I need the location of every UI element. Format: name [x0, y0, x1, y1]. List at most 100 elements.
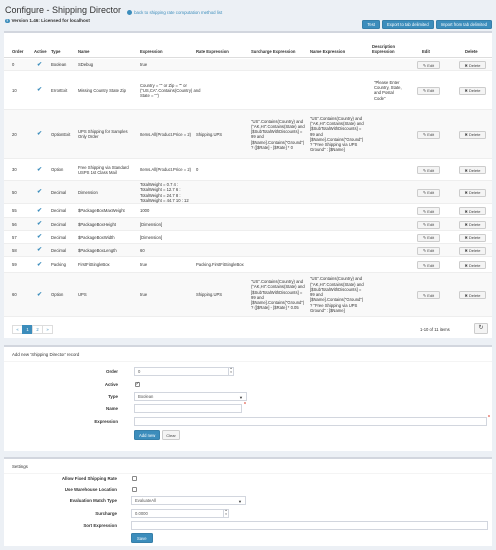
- check-icon: ✔: [37, 234, 43, 240]
- save-button[interactable]: Save: [131, 533, 153, 543]
- clear-button[interactable]: Clear: [162, 430, 180, 440]
- delete-button[interactable]: ✖ Delete: [459, 130, 486, 139]
- allow-fixed-checkbox[interactable]: [132, 476, 137, 481]
- type-cell: Decimal: [51, 247, 67, 253]
- page-header: Configure - Shipping Director back to sh…: [0, 0, 496, 16]
- order-cell: 20: [12, 131, 17, 137]
- records-grid: Order Active Type Name Expression Rate Expres…: [4, 31, 492, 338]
- pencil-icon: ✎: [422, 262, 427, 268]
- add-new-button[interactable]: Add new: [134, 430, 161, 440]
- check-icon: ✔: [37, 291, 43, 298]
- column-header: Active: [34, 48, 47, 54]
- edit-label: Edit: [427, 132, 435, 137]
- column-header: Type: [51, 48, 61, 54]
- table-row: 57 ✔ Decimal $PackageBoxWidth [Dimension] ✎ Ed…: [4, 231, 492, 244]
- expression-cell: [Dimension]: [140, 234, 163, 240]
- edit-button[interactable]: ✎ Edit: [417, 207, 440, 215]
- order-cell: 10: [12, 87, 17, 93]
- edit-button[interactable]: ✎ Edit: [417, 261, 440, 269]
- order-cell: 59: [12, 262, 17, 268]
- name-cell: UPS: [78, 292, 87, 298]
- pager-next[interactable]: »: [42, 325, 53, 334]
- pager-info: 1-10 of 11 items: [420, 327, 450, 332]
- edit-button[interactable]: ✎ Edit: [417, 188, 440, 197]
- rate-expression-cell: 0: [196, 167, 199, 173]
- name-cell: Free Shipping via Standard USPS 1st Class…: [78, 164, 129, 175]
- info-icon: ?: [5, 18, 10, 24]
- check-icon: ✔: [37, 247, 43, 253]
- column-header: Surcharge Expression: [251, 48, 296, 54]
- allow-fixed-label: Allow Fixed Shipping Rate: [61, 476, 117, 481]
- expression-input[interactable]: [134, 417, 487, 426]
- edit-label: Edit: [427, 248, 435, 253]
- expression-cell: true: [140, 262, 148, 268]
- type-cell: Option: [51, 167, 64, 173]
- refresh-icon[interactable]: ↻: [474, 323, 488, 334]
- surcharge-input[interactable]: 0.0000 ▲ ▼: [131, 509, 229, 518]
- edit-label: Edit: [427, 262, 435, 268]
- delete-button[interactable]: ✖ Delete: [459, 291, 486, 299]
- column-header: Delete: [465, 48, 478, 54]
- delete-button[interactable]: ✖ Delete: [459, 261, 486, 269]
- edit-button[interactable]: ✎ Edit: [417, 130, 440, 139]
- edit-button[interactable]: ✎ Edit: [417, 246, 440, 255]
- delete-button[interactable]: ✖ Delete: [459, 188, 486, 197]
- edit-button[interactable]: ✎ Edit: [417, 61, 440, 69]
- settings-title: Settings: [12, 464, 28, 469]
- delete-button[interactable]: ✖ Delete: [459, 246, 486, 255]
- type-cell: Decimal: [51, 189, 67, 195]
- surcharge-stepper[interactable]: ▲ ▼: [223, 509, 228, 517]
- use-warehouse-checkbox[interactable]: [132, 487, 137, 492]
- edit-label: Edit: [427, 235, 435, 240]
- back-link[interactable]: back to shipping rate computation method…: [127, 10, 222, 16]
- expression-label: Expression: [94, 419, 118, 424]
- table-row: 59 ✔ Packing FirstFitSingleBox true Packing.F…: [4, 257, 492, 273]
- table-row: 58 ✔ Decimal $PackageBoxLength 60 ✎ Edit ✖ Delet…: [4, 244, 492, 257]
- version-label: Version 1.46: Licensed for localhost: [11, 18, 90, 24]
- delete-button[interactable]: ✖ Delete: [459, 207, 486, 215]
- name-cell: FirstFitSingleBox: [78, 262, 110, 268]
- test-button[interactable]: Test: [362, 20, 381, 29]
- pencil-icon: ✎: [422, 222, 427, 227]
- expression-cell: 1000: [140, 208, 150, 214]
- delete-button[interactable]: ✖ Delete: [459, 61, 486, 69]
- delete-button[interactable]: ✖ Delete: [459, 166, 486, 174]
- table-row: 55 ✔ Decimal $PackageBoxMaxWeight 1000 ✎ Edit ✖…: [4, 204, 492, 218]
- type-select[interactable]: Boolean ▼: [134, 392, 247, 401]
- active-checkbox[interactable]: [135, 381, 140, 387]
- edit-label: Edit: [427, 167, 435, 173]
- name-input[interactable]: [134, 404, 242, 413]
- edit-button[interactable]: ✎ Edit: [417, 291, 440, 299]
- expression-cell: 60: [140, 247, 145, 253]
- edit-button[interactable]: ✎ Edit: [417, 166, 440, 174]
- import-button[interactable]: Import from tab delimited: [435, 20, 492, 29]
- edit-button[interactable]: ✎ Edit: [417, 233, 440, 242]
- delete-button[interactable]: ✖ Delete: [459, 220, 486, 229]
- settings-panel: Settings Allow Fixed Shipping Rate Use W…: [4, 457, 492, 546]
- order-stepper[interactable]: ▲ ▼: [228, 367, 233, 375]
- delete-button[interactable]: ✖ Delete: [459, 233, 486, 242]
- name-cell: Missing Country State Zip: [78, 87, 126, 93]
- type-cell: Boolean: [51, 62, 67, 68]
- name-cell: UPS Shipping for Samples Only Order: [78, 129, 128, 140]
- caret-down-icon: ▼: [239, 395, 243, 400]
- export-button[interactable]: Export to tab delimited: [382, 20, 434, 29]
- delete-label: Delete: [468, 222, 481, 227]
- table-row: 20 ✔ OptionExit UPS Shipping for Samples Onl…: [4, 110, 492, 159]
- order-label: Order: [106, 369, 118, 374]
- eval-type-select[interactable]: EvaluateAll ▼: [131, 496, 246, 505]
- column-header: Edit: [422, 48, 430, 54]
- close-icon: ✖: [464, 222, 468, 227]
- pencil-icon: ✎: [422, 248, 427, 253]
- type-value: Boolean: [138, 393, 154, 399]
- order-input[interactable]: 0 ▲ ▼: [134, 367, 234, 376]
- delete-button[interactable]: ✖ Delete: [459, 86, 486, 95]
- expression-cell: Items.All(Product.Price = 2): [140, 131, 192, 137]
- edit-button[interactable]: ✎ Edit: [417, 220, 440, 229]
- order-cell: 57: [12, 234, 17, 240]
- type-cell: Decimal: [51, 221, 67, 227]
- edit-button[interactable]: ✎ Edit: [417, 86, 440, 95]
- order-cell: 60: [12, 292, 17, 298]
- sort-expression-input[interactable]: [131, 521, 488, 530]
- pencil-icon: ✎: [422, 292, 427, 298]
